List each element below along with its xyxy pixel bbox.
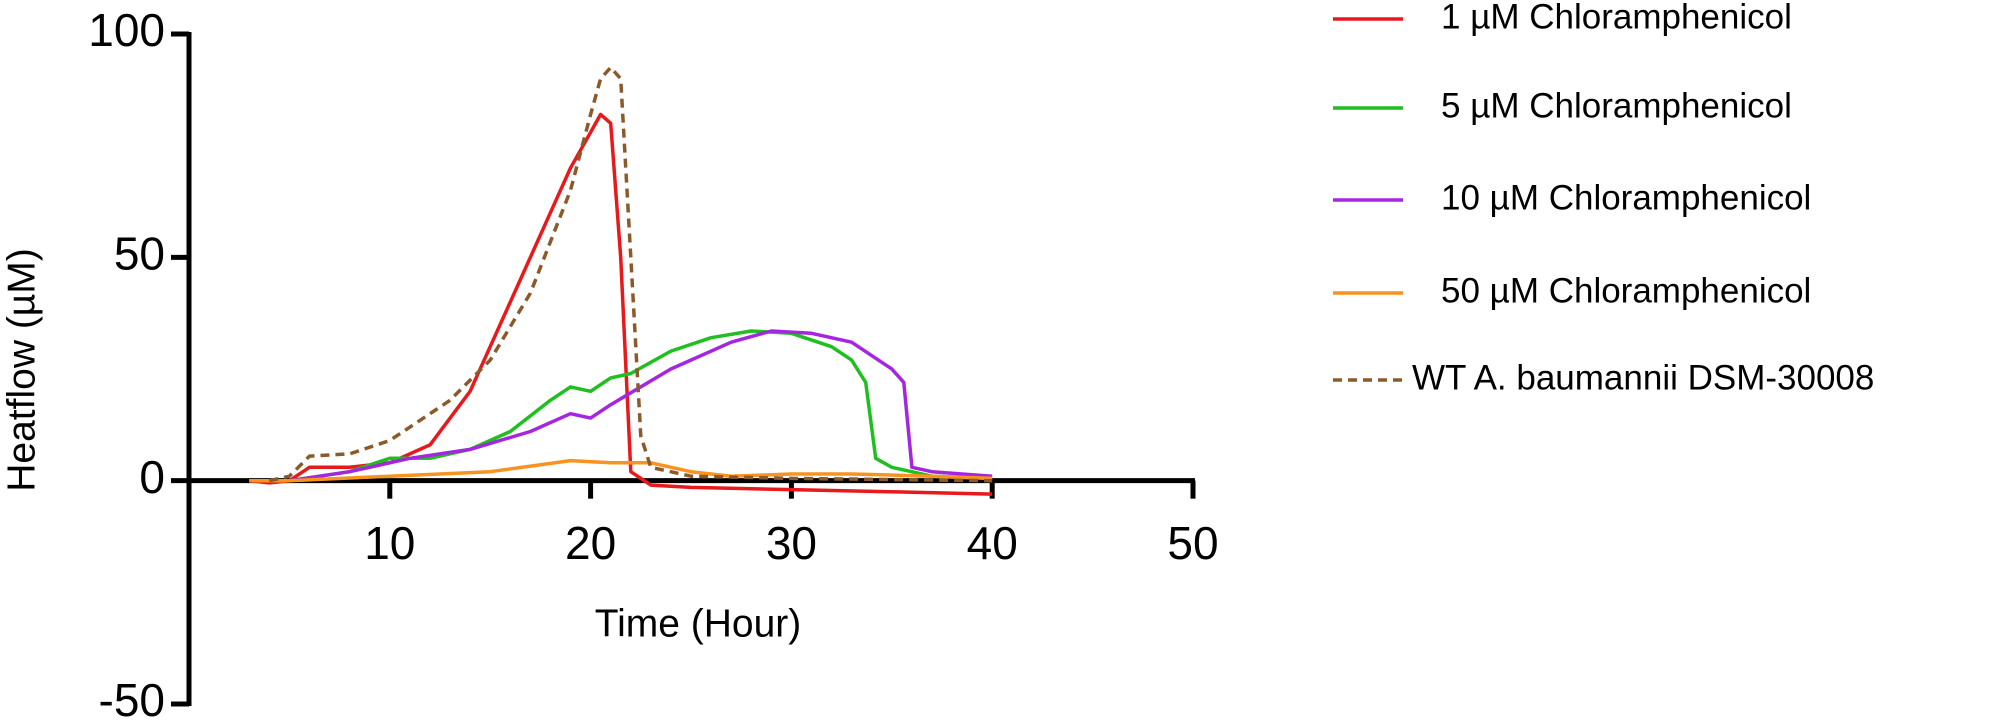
x-axis-label: Time (Hour) [595,602,802,645]
series-line [268,65,993,483]
legend-label: WT A. baumannii DSM-30008 [1412,358,1874,397]
y-tick-label: 0 [139,451,165,503]
y-axis-label: Heatflow (µM) [0,248,43,492]
y-tick-label: 50 [114,227,165,279]
x-tick-label: 20 [565,517,616,569]
y-tick-label: 100 [88,4,165,56]
legend-label: 5 µM Chloramphenicol [1441,86,1792,125]
y-tick-label: -50 [99,674,165,724]
x-tick-label: 10 [364,517,415,569]
legend-label: 1 µM Chloramphenicol [1441,0,1792,36]
legend-label: 50 µM Chloramphenicol [1441,271,1811,310]
x-tick-label: 50 [1167,517,1218,569]
x-tick-label: 40 [967,517,1018,569]
series-line [249,329,993,483]
x-tick-label: 30 [766,517,817,569]
series-line [249,112,993,496]
legend-label: 10 µM Chloramphenicol [1441,178,1811,217]
series-line [249,329,993,483]
